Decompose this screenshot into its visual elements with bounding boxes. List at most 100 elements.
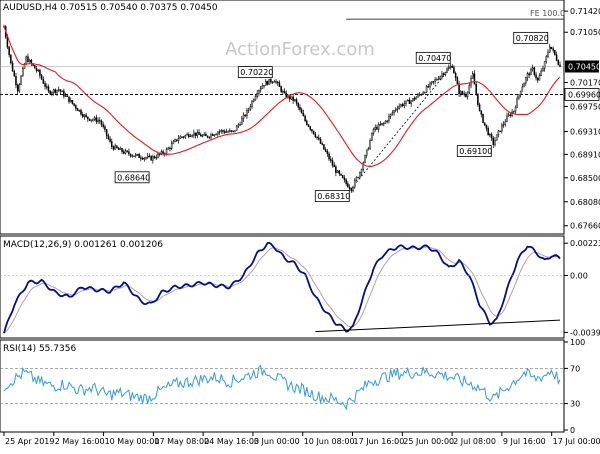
candle-body: [406, 99, 409, 102]
candle-body: [487, 128, 489, 136]
candle-body: [157, 153, 159, 158]
candle-body: [85, 114, 87, 118]
candle-body: [333, 164, 335, 168]
candle-body: [208, 136, 211, 139]
watermark: ActionForex.com: [225, 39, 375, 60]
candle-body: [405, 100, 407, 104]
candle-body: [273, 81, 276, 83]
candle-body: [46, 86, 48, 88]
rsi-panel-frame: [0, 339, 565, 433]
support-price-label: 0.69960: [568, 90, 600, 99]
candle-body: [225, 131, 228, 133]
moving-average-line: [3, 26, 561, 167]
candle-body: [138, 154, 140, 158]
candle-body: [555, 54, 558, 61]
candle-body: [441, 73, 443, 77]
candle-body: [177, 138, 180, 142]
candle-body: [191, 134, 193, 137]
candle-body: [203, 133, 205, 136]
candle-body: [343, 177, 346, 181]
candle-body: [232, 130, 235, 132]
candle-body: [80, 109, 82, 115]
candle-body: [526, 73, 529, 79]
macd-axis: 0.002237 0.00 -0.00395: [564, 239, 600, 337]
candle-body: [364, 155, 366, 163]
candle-body: [44, 83, 46, 87]
candle-body: [107, 135, 110, 140]
candle-body: [276, 81, 279, 83]
candle-body: [104, 126, 106, 130]
candle-body: [64, 95, 67, 97]
candle-body: [340, 173, 342, 176]
candle-body: [482, 114, 484, 123]
candle-body: [506, 115, 508, 123]
candle-body: [249, 106, 252, 110]
price-tick-label: 0.68910: [570, 150, 600, 159]
candle-body: [536, 77, 539, 81]
candle-body: [117, 147, 120, 150]
candle-body: [11, 62, 14, 72]
candle-body: [294, 99, 296, 101]
candle-body: [261, 85, 264, 89]
candle-body: [434, 79, 436, 82]
time-tick-label: 10 Jun 08:00: [304, 437, 355, 446]
candle-body: [304, 115, 306, 122]
candle-body: [189, 135, 192, 138]
candle-body: [559, 64, 561, 67]
candle-body: [509, 114, 512, 117]
candle-body: [42, 78, 45, 84]
candle-body: [542, 68, 544, 72]
price-label-text: 0.68640: [117, 173, 150, 182]
candle-body: [241, 118, 243, 125]
moving-average-group: [3, 26, 561, 167]
candle-body: [73, 103, 75, 106]
candle-body: [129, 153, 132, 157]
candle-body: [275, 81, 277, 83]
candle-body: [391, 112, 394, 115]
candle-body: [360, 169, 363, 173]
candle-body: [126, 150, 128, 152]
candle-body: [393, 110, 395, 114]
candle-body: [466, 91, 469, 97]
candle-body: [454, 72, 457, 78]
candle-body: [326, 151, 329, 155]
candle-body: [131, 155, 134, 157]
candle-body: [442, 73, 445, 75]
candle-body: [530, 68, 532, 76]
candle-body: [468, 84, 471, 93]
candle-body: [328, 153, 330, 160]
candle-body: [465, 94, 467, 97]
time-tick-label: 25 Apr 2019: [5, 437, 54, 446]
candle-body: [311, 129, 313, 132]
candle-body: [444, 71, 447, 75]
macd-header: MACD(12,26,9) 0.001261 0.001206: [3, 240, 163, 250]
candle-body: [256, 93, 258, 97]
candle-body: [264, 81, 267, 86]
candle-body: [16, 84, 19, 92]
rsi-tick-label: 70: [570, 364, 580, 373]
candle-body: [215, 133, 217, 136]
candle-body: [34, 65, 36, 69]
candle-body: [246, 110, 248, 117]
candle-body: [133, 155, 135, 157]
candle-body: [290, 96, 293, 100]
candle-body: [552, 48, 554, 51]
candle-body: [140, 157, 142, 159]
candle-body: [437, 78, 440, 81]
candle-body: [292, 96, 294, 101]
candle-body: [71, 100, 74, 104]
candle-body: [357, 176, 359, 179]
candle-body: [306, 120, 308, 125]
price-label-text: 0.70470: [418, 54, 451, 63]
candle-body: [116, 145, 118, 149]
candle-body: [449, 65, 452, 68]
candle-body: [439, 75, 442, 80]
candle-body: [314, 133, 317, 138]
rsi-panel: RSI(14) 55.7356 100 70 30 0: [0, 338, 585, 435]
candle-body: [114, 145, 116, 150]
time-tick-label: 10 May 00:00: [105, 437, 160, 446]
candle-body: [153, 156, 156, 159]
candle-body: [494, 140, 496, 145]
